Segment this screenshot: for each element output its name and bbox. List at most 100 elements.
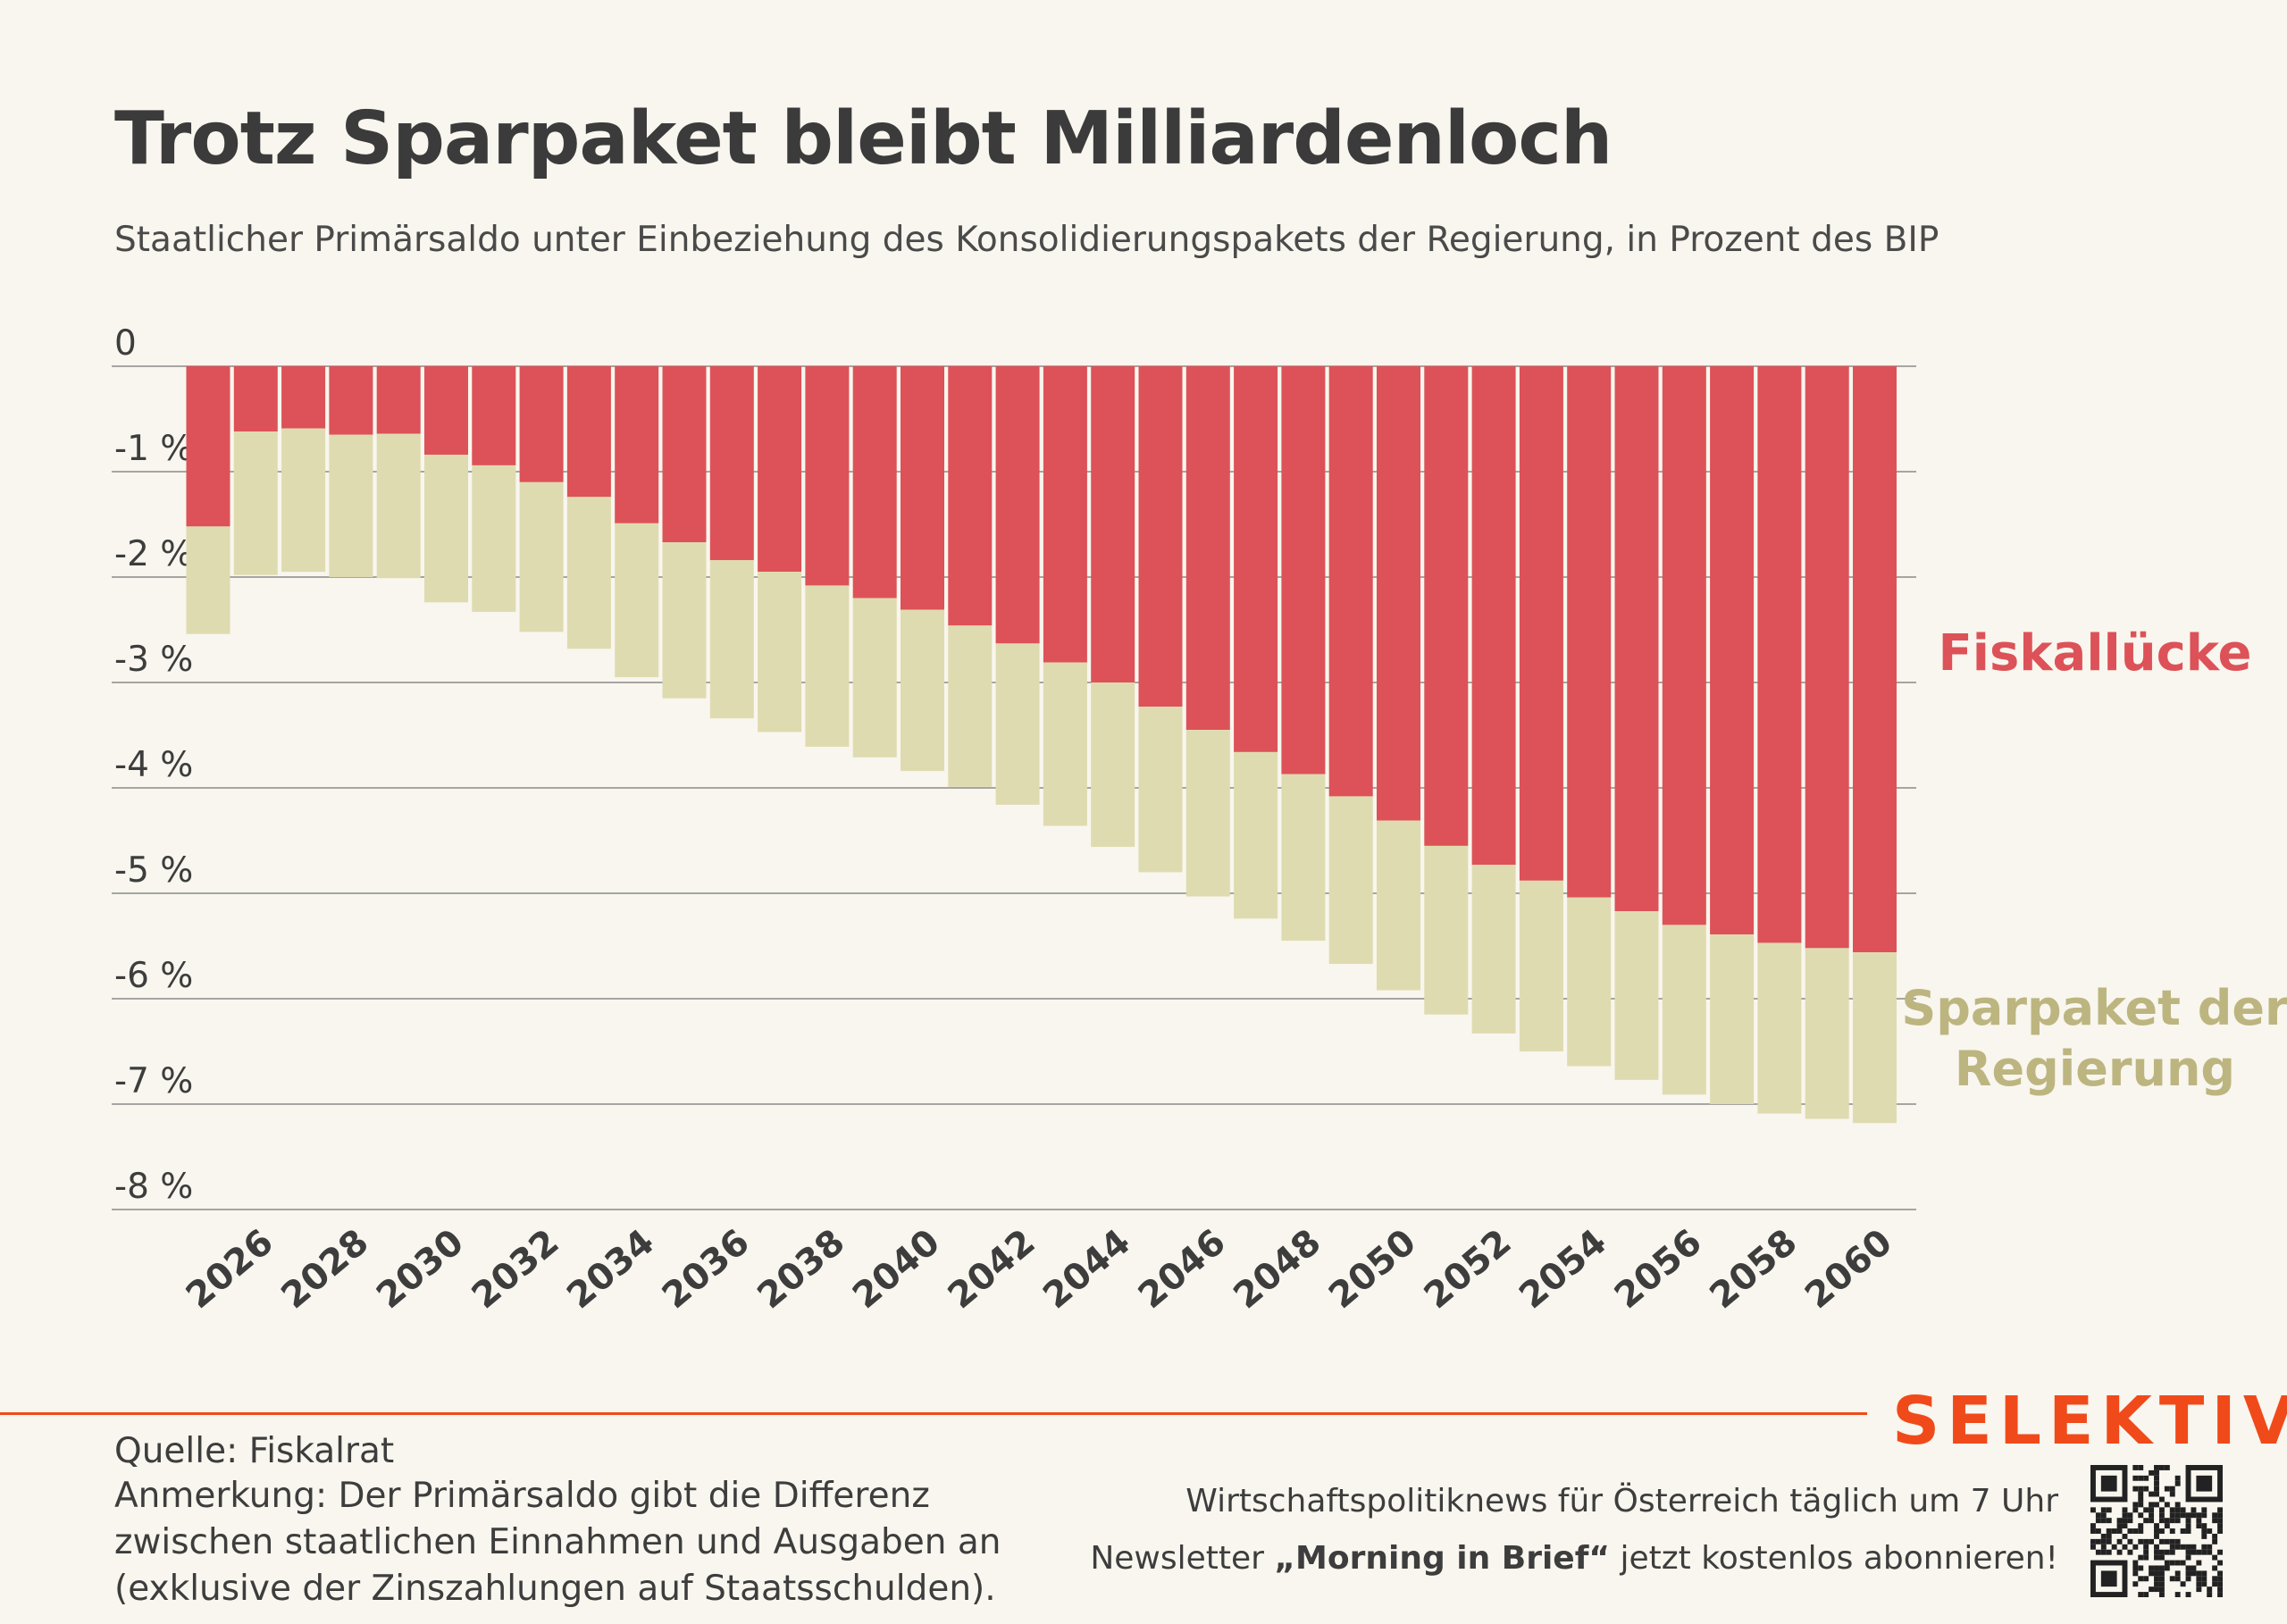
bar-sparpaket (805, 585, 850, 747)
bar-sparpaket (758, 572, 802, 732)
bar-sparpaket (1424, 845, 1469, 1015)
bar-fiskalluecke (1662, 366, 1706, 925)
x-tick-label: 2050 (1321, 1221, 1424, 1317)
bar-sparpaket (329, 434, 373, 577)
bar-sparpaket (519, 481, 564, 632)
promo-line-1: Wirtschaftspolitiknews für Österreich tä… (1185, 1483, 2058, 1519)
bar-sparpaket (852, 598, 897, 758)
x-tick-label: 2030 (369, 1221, 472, 1317)
bar-fiskalluecke (758, 366, 802, 573)
x-tick-label: 2028 (273, 1221, 376, 1317)
x-tick-label: 2058 (1702, 1221, 1805, 1317)
legend-label-sparpaket-line1: Sparpaket der (1901, 980, 2287, 1036)
bar-fiskalluecke (662, 366, 707, 543)
y-tick-label: -7 % (114, 1061, 193, 1101)
x-tick-label: 2026 (179, 1221, 281, 1317)
bar-sparpaket (901, 609, 944, 772)
bar-fiskalluecke (901, 366, 944, 610)
x-tick-label: 2034 (559, 1221, 662, 1317)
x-tick-label: 2044 (1035, 1221, 1138, 1317)
bar-fiskalluecke (1185, 366, 1230, 731)
bar-sparpaket (1377, 820, 1420, 991)
x-tick-label: 2040 (845, 1221, 948, 1317)
y-tick-label: -8 % (114, 1167, 193, 1207)
stacked-bar-chart: 0-1 %-2 %-3 %-4 %-5 %-6 %-7 %-8 % 202620… (112, 323, 2287, 1317)
bar-fiskalluecke (329, 366, 373, 435)
bar-sparpaket (1757, 942, 1802, 1114)
bar-fiskalluecke (376, 366, 421, 434)
bar-sparpaket (376, 433, 421, 579)
y-tick-label: -1 % (114, 429, 193, 469)
bar-fiskalluecke (1757, 366, 1802, 943)
legend-label-sparpaket-line2: Regierung (1955, 1041, 2235, 1097)
bar-fiskalluecke (852, 366, 897, 599)
bar-fiskalluecke (805, 366, 850, 586)
bar-sparpaket (1614, 911, 1659, 1080)
footer-divider (0, 1412, 1867, 1415)
bar-sparpaket (424, 455, 468, 603)
x-axis-labels: 2026202820302032203420362038204020422044… (179, 1221, 1900, 1317)
chart-subtitle: Staatlicher Primärsaldo unter Einbeziehu… (114, 220, 1939, 260)
brand-logo[interactable]: SELEKTIV (1892, 1383, 2287, 1460)
bar-sparpaket (1853, 952, 1897, 1124)
bar-sparpaket (1471, 865, 1516, 1034)
bar-fiskalluecke (1424, 366, 1469, 846)
bar-fiskalluecke (948, 366, 993, 626)
bar-fiskalluecke (566, 366, 611, 498)
bar-fiskalluecke (233, 366, 278, 432)
bar-sparpaket (1805, 948, 1849, 1119)
x-tick-label: 2054 (1512, 1221, 1614, 1317)
bar-fiskalluecke (424, 366, 468, 456)
x-tick-label: 2038 (750, 1221, 852, 1317)
bar-fiskalluecke (281, 366, 326, 429)
y-tick-label: -5 % (114, 850, 193, 891)
bar-sparpaket (472, 465, 516, 612)
bar-fiskalluecke (1471, 366, 1516, 866)
bar-sparpaket (995, 643, 1040, 805)
x-tick-label: 2032 (465, 1221, 567, 1317)
y-tick-label: -2 % (114, 534, 193, 574)
bar-sparpaket (1185, 730, 1230, 897)
bar-sparpaket (233, 431, 278, 575)
bar-fiskalluecke (1234, 366, 1278, 752)
bar-sparpaket (1091, 682, 1135, 848)
bar-fiskalluecke (1377, 366, 1420, 821)
bar-fiskalluecke (615, 366, 659, 523)
x-tick-label: 2052 (1417, 1221, 1520, 1317)
legend-label-fiskalluecke: Fiskallücke (1939, 624, 2252, 682)
x-tick-label: 2036 (655, 1221, 758, 1317)
y-axis-labels: 0 -1 % -2 % -3 % -4 % -5 % -6 % -7 % -8 % (114, 323, 193, 1207)
bar-sparpaket (948, 625, 993, 787)
bar-fiskalluecke (1328, 366, 1373, 797)
bar-fiskalluecke (1805, 366, 1849, 949)
promo-line-2[interactable]: Newsletter „Morning in Brief“ jetzt kost… (1090, 1540, 2058, 1577)
source-note: Quelle: Fiskalrat (114, 1431, 395, 1471)
bar-fiskalluecke (709, 366, 754, 561)
promo-line-2-prefix: Newsletter (1090, 1540, 1275, 1577)
bar-fiskalluecke (1138, 366, 1183, 707)
bar-sparpaket (615, 523, 659, 678)
bar-sparpaket (1281, 774, 1326, 942)
bar-sparpaket (186, 526, 230, 634)
bar-fiskalluecke (472, 366, 516, 465)
bar-sparpaket (1519, 880, 1563, 1051)
bar-sparpaket (1043, 662, 1087, 826)
x-tick-label: 2060 (1797, 1221, 1900, 1317)
bar-fiskalluecke (1567, 366, 1612, 898)
bar-sparpaket (1138, 707, 1183, 873)
x-tick-label: 2042 (941, 1221, 1043, 1317)
qr-code-icon[interactable] (2090, 1465, 2223, 1597)
x-tick-label: 2046 (1131, 1221, 1234, 1317)
annotation-line-1: Anmerkung: Der Primärsaldo gibt die Diff… (114, 1476, 930, 1516)
bar-fiskalluecke (1091, 366, 1135, 682)
bar-fiskalluecke (1281, 366, 1326, 774)
bar-sparpaket (662, 542, 707, 699)
bar-sparpaket (1234, 751, 1278, 919)
chart-title: Trotz Sparpaket bleibt Milliardenloch (114, 96, 1613, 181)
bar-sparpaket (1567, 897, 1612, 1067)
y-tick-label: -3 % (114, 640, 193, 680)
bar-sparpaket (1710, 934, 1755, 1104)
bar-fiskalluecke (1519, 366, 1563, 881)
bar-fiskalluecke (1043, 366, 1087, 663)
bar-sparpaket (566, 497, 611, 649)
